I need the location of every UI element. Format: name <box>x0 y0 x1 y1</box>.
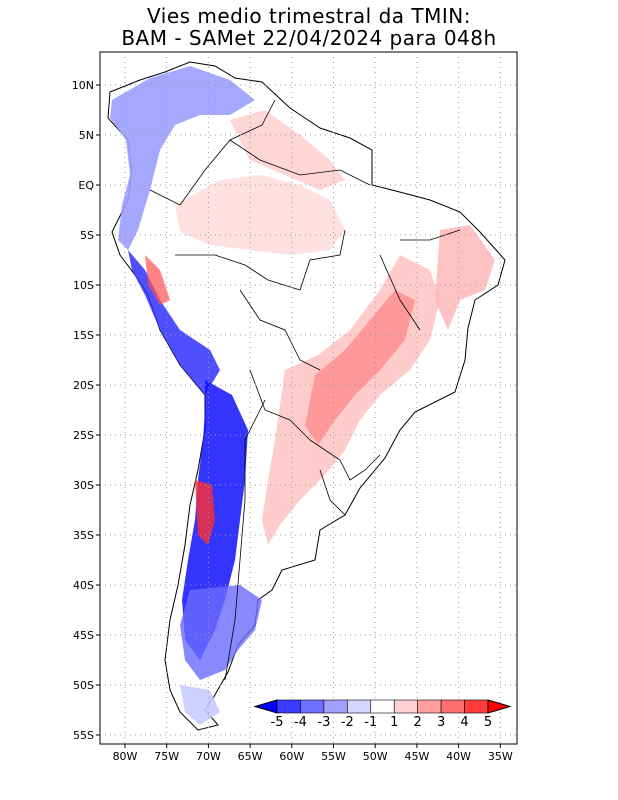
colorbar: -5 -4 -3 -2 -1 1 2 3 4 5 <box>253 699 512 730</box>
longitude-tick-label: 65W <box>238 750 263 763</box>
colorbar-swatch <box>300 699 325 714</box>
warm-bias-east-coast <box>435 225 495 330</box>
cool-bias-southern-tip <box>180 685 220 725</box>
longitude-labels: 80W 75W 70W 65W 60W 55W 50W 45W 40W 35W <box>113 744 513 763</box>
colorbar-swatch <box>323 699 348 714</box>
colorbar-label: -2 <box>341 715 354 730</box>
latitude-tick-label: EQ <box>78 179 94 192</box>
latitude-tick-label: 20S <box>73 379 94 392</box>
warm-bias-amazon <box>230 110 345 190</box>
latitude-labels: 10N 5N EQ 5S 10S 15S 20S 25S 30S 35S 40S 45S 50S 55S <box>72 79 100 742</box>
colorbar-label: 2 <box>414 715 422 730</box>
country-borders <box>149 99 461 681</box>
warm-bias-north <box>175 175 345 255</box>
latitude-tick-label: 30S <box>73 479 94 492</box>
latitude-tick-label: 10N <box>72 79 94 92</box>
colorbar-label: 5 <box>484 715 492 730</box>
colorbar-swatch <box>347 699 372 714</box>
lat-lon-grid <box>100 52 517 744</box>
longitude-tick-label: 50W <box>363 750 388 763</box>
longitude-tick-label: 60W <box>279 750 304 763</box>
longitude-tick-label: 80W <box>113 750 138 763</box>
colorbar-max-arrow <box>487 699 512 714</box>
latitude-tick-label: 5S <box>80 229 94 242</box>
latitude-tick-label: 5N <box>79 129 94 142</box>
latitude-tick-label: 10S <box>73 279 94 292</box>
latitude-tick-label: 35S <box>73 529 94 542</box>
colorbar-swatch <box>464 699 489 714</box>
map-title-line-2: BAM - SAMet 22/04/2024 para 048h <box>121 26 497 50</box>
colorbar-swatch <box>393 699 418 714</box>
latitude-tick-label: 40S <box>73 579 94 592</box>
longitude-tick-label: 75W <box>154 750 179 763</box>
colorbar-swatch <box>276 699 301 714</box>
cool-bias-patagonia <box>180 585 262 680</box>
latitude-tick-label: 45S <box>73 629 94 642</box>
colorbar-label: -4 <box>294 715 307 730</box>
longitude-tick-label: 35W <box>488 750 513 763</box>
longitude-tick-label: 45W <box>404 750 429 763</box>
longitude-tick-label: 70W <box>196 750 221 763</box>
colorbar-label: -1 <box>364 715 377 730</box>
colorbar-swatch <box>440 699 465 714</box>
warm-bias-core <box>305 290 415 445</box>
latitude-tick-label: 15S <box>73 329 94 342</box>
latitude-tick-label: 55S <box>73 729 94 742</box>
colorbar-label: -5 <box>271 715 284 730</box>
colorbar-label: 1 <box>390 715 398 730</box>
colorbar-label: 4 <box>460 715 468 730</box>
warm-bias-peru-patch <box>145 255 170 305</box>
map-title-line-1: Vies medio trimestral da TMIN: <box>147 4 471 28</box>
warm-bias-chile-patch <box>195 480 215 545</box>
cool-bias-andes-north <box>110 66 255 250</box>
longitude-tick-label: 55W <box>321 750 346 763</box>
colorbar-swatch <box>370 699 395 714</box>
longitude-tick-label: 40W <box>446 750 471 763</box>
colorbar-swatch <box>417 699 442 714</box>
latitude-tick-label: 50S <box>73 679 94 692</box>
colorbar-label: 3 <box>437 715 445 730</box>
latitude-tick-label: 25S <box>73 429 94 442</box>
colorbar-label: -3 <box>317 715 330 730</box>
